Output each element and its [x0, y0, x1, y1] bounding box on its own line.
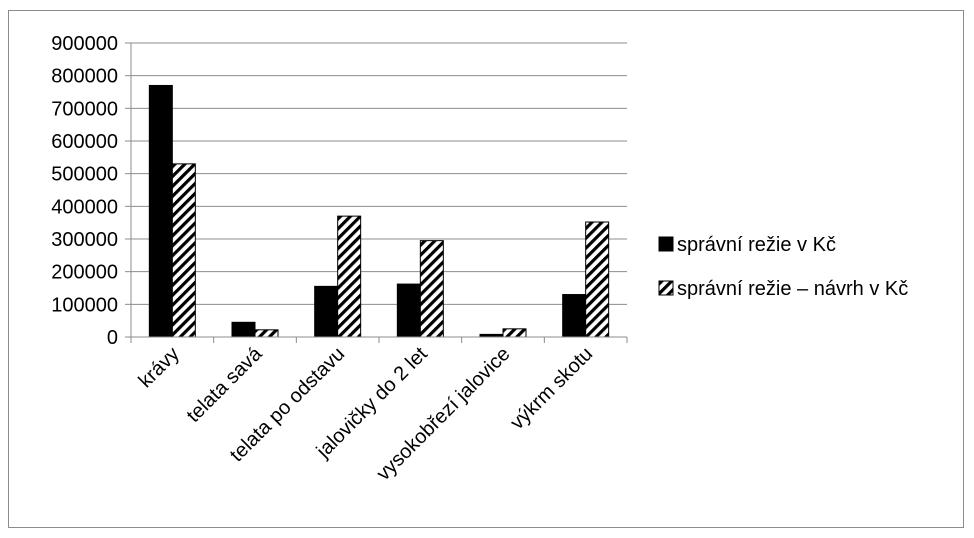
legend-label: správní režie – návrh v Kč: [677, 278, 908, 300]
legend-label: správní režie v Kč: [677, 234, 836, 256]
bar-spravni-rezie-navrh: [585, 221, 610, 338]
bar-spravni-rezie-navrh: [337, 215, 362, 338]
legend-swatch: [658, 236, 674, 252]
bar-spravni-rezie-navrh: [254, 329, 279, 338]
y-tick-label: 400000: [51, 196, 118, 218]
x-tick-label: krávy: [135, 343, 184, 392]
y-tick-label: 200000: [51, 262, 118, 284]
bar-spravni-rezie-navrh: [419, 240, 444, 338]
y-tick-label: 800000: [51, 66, 118, 88]
chart-frame: 0 100000 200000 300000 400000 500000 600000 700…: [8, 10, 964, 528]
y-tick-label: 300000: [51, 229, 118, 251]
x-tick-label: výkrm skotu: [506, 343, 597, 434]
y-tick-label: 500000: [51, 164, 118, 186]
axes: [125, 42, 628, 343]
bar-spravni-rezie: [314, 285, 339, 338]
bar-chart: 0 100000 200000 300000 400000 500000 600000 700…: [51, 33, 908, 485]
legend-swatch: [658, 280, 674, 296]
bar-spravni-rezie: [231, 321, 256, 338]
bar-spravni-rezie-navrh: [502, 328, 527, 338]
y-tick-labels: 0 100000 200000 300000 400000 500000 600000 700…: [51, 33, 118, 349]
legend: správní režie v Kč správní režie – návrh …: [658, 234, 908, 300]
x-tick-label: telata savá: [183, 342, 268, 427]
bar-spravni-rezie-navrh: [171, 163, 196, 338]
y-tick-label: 700000: [51, 98, 118, 120]
y-tick-label: 600000: [51, 131, 118, 153]
bar-spravni-rezie: [396, 283, 421, 338]
gridlines: [131, 42, 627, 305]
bar-spravni-rezie: [148, 84, 173, 338]
y-tick-label: 0: [107, 327, 118, 349]
y-tick-label: 100000: [51, 294, 118, 316]
bar-spravni-rezie: [562, 294, 587, 338]
y-tick-label: 900000: [51, 33, 118, 55]
bars: [148, 84, 610, 338]
